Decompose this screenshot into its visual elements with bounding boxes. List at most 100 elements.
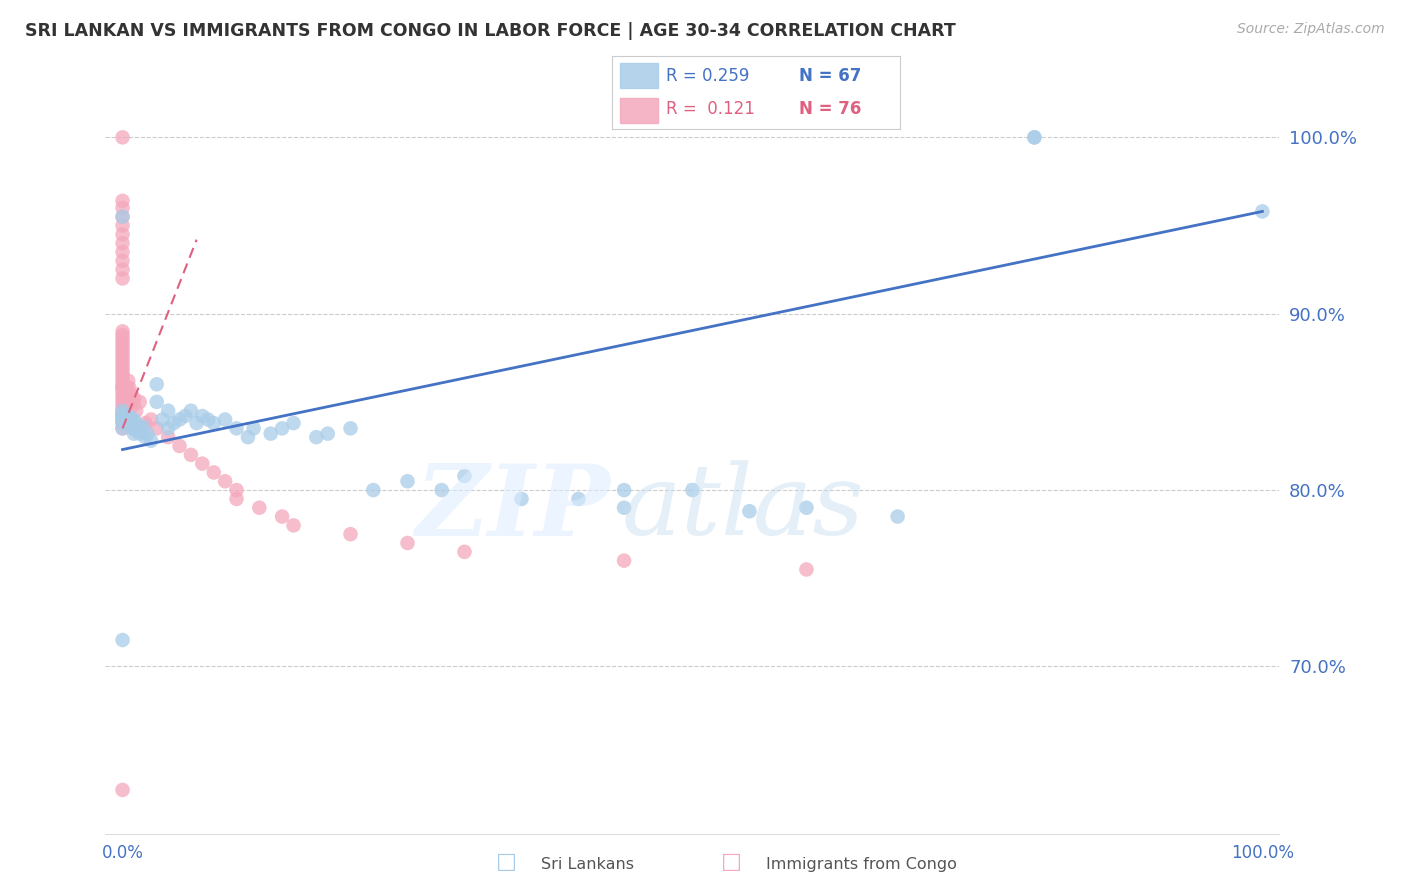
- Point: [363, 483, 385, 497]
- Point: [510, 491, 533, 506]
- Point: [111, 403, 134, 417]
- Point: [271, 509, 294, 524]
- Point: [145, 395, 167, 409]
- Point: [339, 421, 361, 435]
- Point: [225, 483, 247, 497]
- Point: [111, 409, 134, 423]
- Point: [117, 374, 139, 388]
- Point: [111, 374, 134, 388]
- Point: [283, 518, 305, 533]
- Point: [122, 412, 145, 426]
- Point: [111, 783, 134, 797]
- Point: [112, 409, 135, 423]
- Point: [111, 407, 134, 421]
- Point: [180, 448, 202, 462]
- Point: [111, 236, 134, 251]
- Point: [111, 390, 134, 404]
- Point: [163, 416, 186, 430]
- Point: [111, 338, 134, 352]
- Point: [157, 403, 180, 417]
- Point: [122, 392, 145, 406]
- Point: [111, 386, 134, 401]
- Point: [111, 356, 134, 370]
- Point: [111, 416, 134, 430]
- Point: [225, 421, 247, 435]
- Point: [111, 397, 134, 411]
- Point: [111, 393, 134, 408]
- Point: [180, 403, 202, 417]
- Point: [111, 271, 134, 285]
- Point: [430, 483, 453, 497]
- Point: [127, 421, 149, 435]
- Point: [682, 483, 704, 497]
- Text: Source: ZipAtlas.com: Source: ZipAtlas.com: [1237, 22, 1385, 37]
- Point: [121, 419, 143, 434]
- Point: [145, 377, 167, 392]
- Text: R =  0.121: R = 0.121: [666, 100, 755, 118]
- Point: [1024, 130, 1046, 145]
- Point: [157, 430, 180, 444]
- Text: SRI LANKAN VS IMMIGRANTS FROM CONGO IN LABOR FORCE | AGE 30-34 CORRELATION CHART: SRI LANKAN VS IMMIGRANTS FROM CONGO IN L…: [25, 22, 956, 40]
- Point: [120, 416, 142, 430]
- Point: [122, 426, 145, 441]
- Point: [121, 399, 143, 413]
- Point: [339, 527, 361, 541]
- Point: [115, 381, 138, 395]
- Point: [111, 412, 134, 426]
- Point: [1024, 130, 1046, 145]
- Point: [139, 434, 162, 448]
- Point: [121, 388, 143, 402]
- Point: [157, 421, 180, 435]
- Point: [169, 439, 191, 453]
- Point: [202, 416, 225, 430]
- Point: [121, 421, 143, 435]
- Point: [111, 383, 134, 397]
- Point: [134, 416, 156, 430]
- Point: [125, 403, 148, 417]
- Text: □: □: [496, 853, 516, 872]
- Point: [613, 554, 636, 568]
- Point: [111, 324, 134, 338]
- Point: [111, 201, 134, 215]
- Text: atlas: atlas: [621, 460, 865, 556]
- Point: [225, 491, 247, 506]
- Point: [111, 377, 134, 392]
- Point: [128, 426, 150, 441]
- Point: [111, 331, 134, 345]
- Point: [120, 410, 142, 425]
- Point: [1251, 204, 1274, 219]
- Point: [111, 352, 134, 367]
- Point: [613, 483, 636, 497]
- Point: [886, 509, 908, 524]
- Point: [202, 466, 225, 480]
- Point: [122, 395, 145, 409]
- Point: [111, 412, 134, 426]
- Point: [139, 412, 162, 426]
- Text: N = 67: N = 67: [799, 67, 862, 85]
- Point: [111, 632, 134, 647]
- Point: [115, 388, 138, 402]
- Point: [567, 491, 589, 506]
- Point: [111, 210, 134, 224]
- Text: N = 76: N = 76: [799, 100, 862, 118]
- Point: [191, 409, 214, 423]
- Point: [738, 504, 761, 518]
- Text: ZIP: ZIP: [415, 460, 610, 557]
- Point: [247, 500, 270, 515]
- Point: [111, 345, 134, 359]
- Bar: [620, 62, 658, 87]
- Point: [453, 469, 475, 483]
- Point: [174, 409, 197, 423]
- Point: [111, 407, 134, 421]
- Point: [111, 130, 134, 145]
- Point: [796, 562, 818, 576]
- Point: [169, 412, 191, 426]
- Point: [111, 349, 134, 363]
- Point: [112, 401, 135, 416]
- Point: [117, 416, 139, 430]
- Point: [111, 363, 134, 377]
- Point: [396, 536, 419, 550]
- Point: [125, 423, 148, 437]
- Text: Sri Lankans: Sri Lankans: [541, 857, 634, 872]
- Point: [796, 500, 818, 515]
